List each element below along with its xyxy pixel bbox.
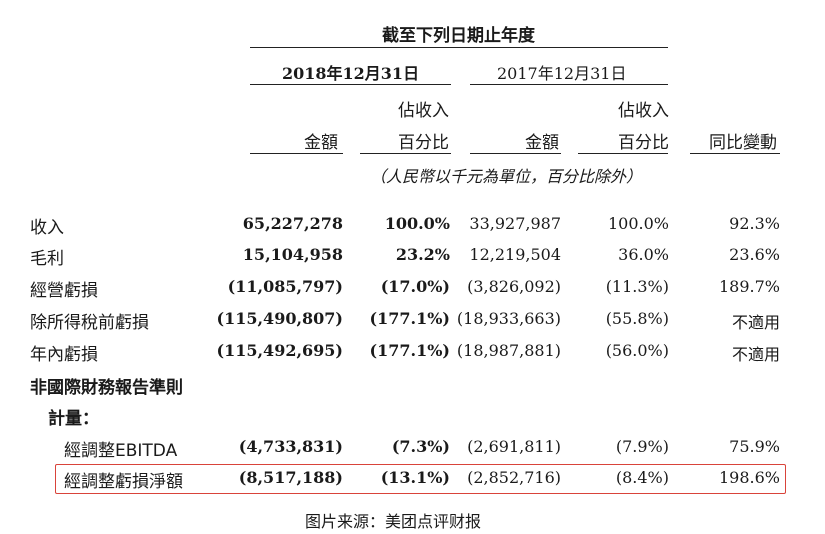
yoy-rule xyxy=(690,153,780,154)
amount-2017-cell: (18,987,881) xyxy=(456,341,561,360)
pct-2018-cell: (177.1%) xyxy=(369,309,450,328)
pct-2017-cell: 36.0% xyxy=(618,245,669,264)
amount-2017-cell: (2,691,811) xyxy=(467,437,561,456)
year-2017-header: 2017年12月31日 xyxy=(497,64,627,83)
amount-header-2017: 金額 xyxy=(525,133,559,153)
amount-2018-cell: 65,227,278 xyxy=(242,214,343,233)
amount-2018-cell: (115,492,695) xyxy=(216,341,343,360)
pct-header-2018-line1: 佔收入 xyxy=(398,101,449,121)
yoy-change-cell: 189.7% xyxy=(718,277,780,296)
pct-header-2018-line2: 百分比 xyxy=(398,133,449,153)
pct-2017-cell: 100.0% xyxy=(607,214,669,233)
pct-2017-cell: (7.9%) xyxy=(615,437,669,456)
year-2017-rule xyxy=(470,84,668,85)
pct-2018-cell: 100.0% xyxy=(384,214,450,233)
yoy-change-cell: 92.3% xyxy=(729,214,780,233)
row-label: 經調整虧損淨額 xyxy=(64,472,183,492)
pct-2017-cell: (55.8%) xyxy=(605,309,669,328)
amount-2018-cell: (8,517,188) xyxy=(238,468,343,487)
year-2018-header: 2018年12月31日 xyxy=(282,64,420,83)
period-title: 截至下列日期止年度 xyxy=(382,26,535,46)
pct-2017-rule xyxy=(578,153,668,154)
amount-2017-rule xyxy=(470,153,561,154)
amount-2017-cell: 12,219,504 xyxy=(469,245,561,264)
row-label: 經營虧損 xyxy=(30,281,98,301)
year-2018-rule xyxy=(250,84,451,85)
pct-2018-cell: 23.2% xyxy=(395,245,450,264)
row-label: 年內虧損 xyxy=(30,345,98,365)
row-label: 經調整EBITDA xyxy=(64,441,178,461)
pct-header-2017-line2: 百分比 xyxy=(618,133,669,153)
non-ifrs-subheading: 計量： xyxy=(48,409,99,429)
unit-note: （人民幣以千元為單位，百分比除外） xyxy=(370,167,643,186)
amount-2018-rule xyxy=(250,153,343,154)
amount-2017-cell: 33,927,987 xyxy=(469,214,561,233)
amount-2017-cell: (18,933,663) xyxy=(456,309,561,328)
amount-2018-cell: 15,104,958 xyxy=(242,245,343,264)
amount-2018-cell: (11,085,797) xyxy=(227,277,343,296)
pct-2018-cell: (7.3%) xyxy=(391,437,450,456)
non-ifrs-heading: 非國際財務報告準則 xyxy=(30,378,183,398)
pct-2018-cell: (13.1%) xyxy=(380,468,450,487)
pct-header-2017-line1: 佔收入 xyxy=(618,101,669,121)
yoy-change-cell: 198.6% xyxy=(718,468,780,487)
amount-2017-cell: (3,826,092) xyxy=(467,277,561,296)
amount-2018-cell: (115,490,807) xyxy=(216,309,343,328)
amount-2017-cell: (2,852,716) xyxy=(467,468,561,487)
yoy-header: 同比變動 xyxy=(709,133,777,153)
highlight-box xyxy=(55,464,786,494)
pct-2017-cell: (8.4%) xyxy=(615,468,669,487)
pct-2018-rule xyxy=(360,153,451,154)
row-label: 毛利 xyxy=(30,249,64,269)
yoy-change-cell: 23.6% xyxy=(729,245,780,264)
pct-2017-cell: (11.3%) xyxy=(605,277,669,296)
pct-2018-cell: (17.0%) xyxy=(380,277,450,296)
period-rule xyxy=(250,47,668,48)
amount-2018-cell: (4,733,831) xyxy=(238,437,343,456)
row-label: 收入 xyxy=(30,218,64,238)
amount-header-2018: 金額 xyxy=(304,133,338,153)
row-label: 除所得稅前虧損 xyxy=(30,313,149,333)
pct-2018-cell: (177.1%) xyxy=(369,341,450,360)
yoy-change-cell: 75.9% xyxy=(729,437,780,456)
yoy-change-cell: 不適用 xyxy=(731,345,780,364)
yoy-change-cell: 不適用 xyxy=(731,313,780,332)
pct-2017-cell: (56.0%) xyxy=(605,341,669,360)
image-source-caption: 图片来源：美团点评财报 xyxy=(305,512,482,531)
